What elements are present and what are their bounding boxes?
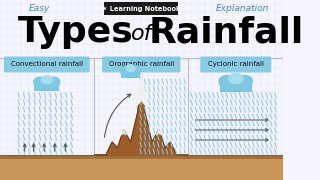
Text: ✶ Learning Notebook: ✶ Learning Notebook bbox=[102, 5, 180, 12]
Ellipse shape bbox=[228, 73, 243, 84]
Ellipse shape bbox=[121, 67, 140, 77]
Text: of: of bbox=[131, 24, 152, 44]
Bar bbox=[0, 155, 94, 180]
FancyBboxPatch shape bbox=[104, 2, 178, 15]
Text: Convectional rainfall: Convectional rainfall bbox=[11, 61, 83, 67]
Ellipse shape bbox=[34, 77, 46, 86]
Bar bbox=[94, 155, 188, 159]
FancyBboxPatch shape bbox=[200, 57, 271, 73]
Text: Types: Types bbox=[18, 15, 133, 49]
Ellipse shape bbox=[131, 66, 141, 74]
Ellipse shape bbox=[236, 75, 252, 87]
Ellipse shape bbox=[41, 76, 52, 84]
Ellipse shape bbox=[35, 78, 59, 90]
Ellipse shape bbox=[220, 77, 252, 91]
Ellipse shape bbox=[126, 65, 135, 72]
Bar bbox=[121, 72, 140, 77]
Polygon shape bbox=[94, 72, 188, 155]
Bar bbox=[188, 155, 283, 159]
Bar bbox=[94, 155, 188, 180]
FancyBboxPatch shape bbox=[102, 57, 180, 73]
Bar bbox=[188, 155, 283, 180]
Text: Rainfall: Rainfall bbox=[148, 15, 304, 49]
Bar bbox=[35, 84, 59, 90]
Text: Explanation: Explanation bbox=[216, 3, 269, 12]
Ellipse shape bbox=[47, 77, 60, 86]
Polygon shape bbox=[121, 130, 126, 135]
Polygon shape bbox=[135, 72, 148, 108]
Ellipse shape bbox=[121, 66, 130, 74]
Ellipse shape bbox=[219, 75, 235, 87]
Text: Cyclonic rainfall: Cyclonic rainfall bbox=[208, 61, 264, 67]
Bar bbox=[0, 155, 94, 159]
Text: Easy: Easy bbox=[29, 3, 51, 12]
FancyBboxPatch shape bbox=[4, 57, 90, 73]
Bar bbox=[220, 84, 252, 91]
Text: Orographic rainfall: Orographic rainfall bbox=[109, 61, 174, 67]
Polygon shape bbox=[156, 130, 162, 135]
